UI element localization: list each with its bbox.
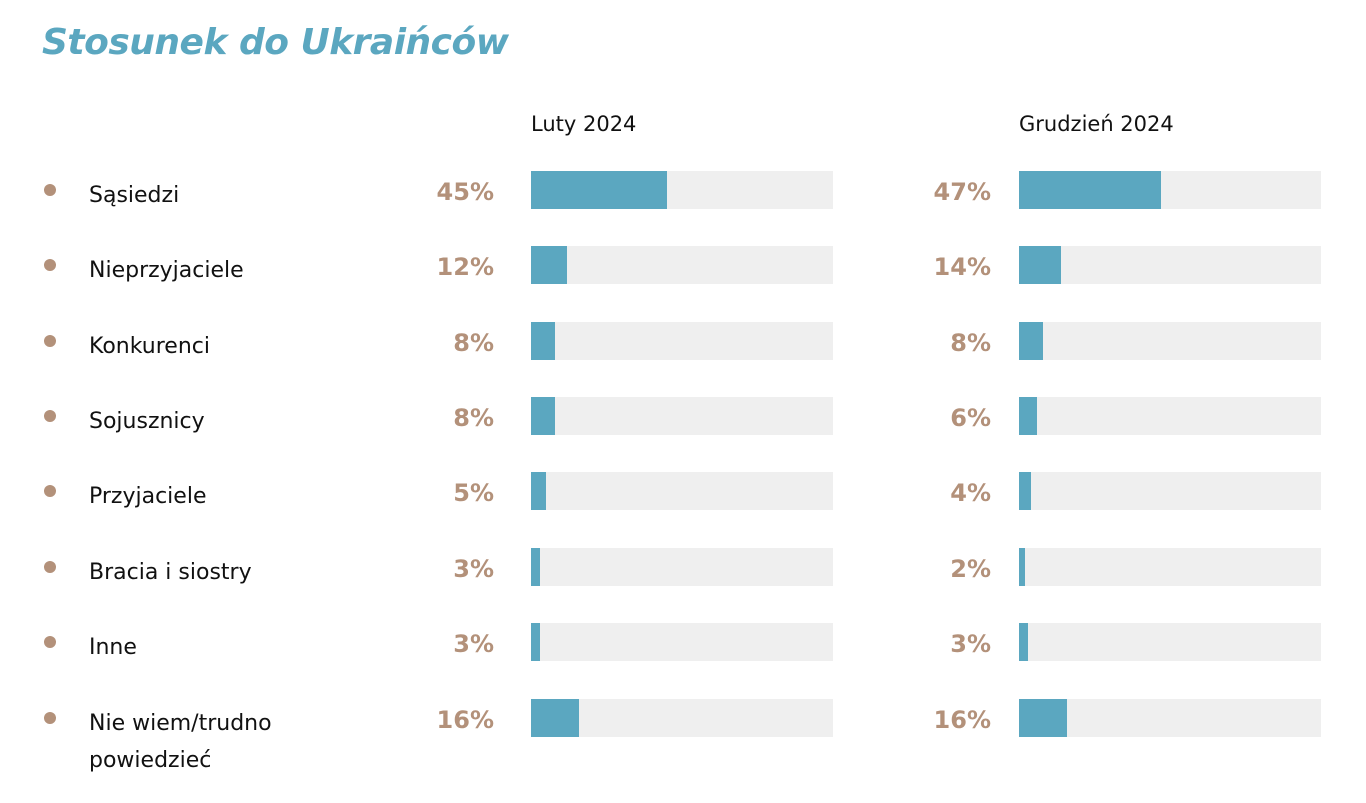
bar-track (1019, 548, 1321, 586)
value-label: 4% (950, 479, 991, 507)
value-label: 16% (436, 706, 494, 734)
bar-track (531, 699, 833, 737)
bullet-dot (44, 712, 56, 724)
chart-row: Bracia i siostry 3% 2% (0, 548, 1366, 586)
category-label: Konkurenci (89, 334, 210, 359)
bar (1019, 699, 1067, 737)
bar (531, 472, 546, 510)
bar (1019, 397, 1037, 435)
bar (1019, 246, 1061, 284)
category-label: Sąsiedzi (89, 183, 180, 208)
value-label: 12% (436, 253, 494, 281)
bullet-dot (44, 335, 56, 347)
value-label: 6% (950, 404, 991, 432)
value-label: 3% (453, 630, 494, 658)
bar (1019, 322, 1043, 360)
bar-track (1019, 246, 1321, 284)
chart-row: Przyjaciele 5% 4% (0, 472, 1366, 510)
bullet-dot (44, 410, 56, 422)
series-header-luty-2024: Luty 2024 (531, 112, 637, 136)
value-label: 8% (950, 329, 991, 357)
bar (531, 397, 555, 435)
bar (1019, 472, 1031, 510)
bar-track (531, 548, 833, 586)
value-label: 14% (933, 253, 991, 281)
value-label: 8% (453, 329, 494, 357)
bar (531, 699, 579, 737)
bar-track (531, 246, 833, 284)
bar (531, 246, 567, 284)
bar (531, 322, 555, 360)
bar (531, 548, 540, 586)
bullet-dot (44, 636, 56, 648)
bar-track (1019, 397, 1321, 435)
category-label: Sojusznicy (89, 409, 205, 434)
chart-row: Nieprzyjaciele 12% 14% (0, 246, 1366, 284)
chart-row: Inne 3% 3% (0, 623, 1366, 661)
chart-row: Nie wiem/trudno powiedzieć 16% 16% (0, 699, 1366, 773)
bar (531, 171, 667, 209)
bar (1019, 171, 1161, 209)
bar-track (531, 472, 833, 510)
value-label: 3% (950, 630, 991, 658)
category-label: Nie wiem/trudno powiedzieć (89, 711, 272, 773)
value-label: 3% (453, 555, 494, 583)
bullet-dot (44, 485, 56, 497)
bar-track (531, 171, 833, 209)
category-label: Inne (89, 635, 137, 660)
chart-row: Konkurenci 8% 8% (0, 322, 1366, 360)
bullet-dot (44, 184, 56, 196)
chart-row: Sojusznicy 8% 6% (0, 397, 1366, 435)
category-label: Nieprzyjaciele (89, 258, 244, 283)
bullet-dot (44, 561, 56, 573)
bar (531, 623, 540, 661)
bar-track (531, 623, 833, 661)
bar-track (1019, 623, 1321, 661)
bar (1019, 623, 1028, 661)
bar-track (1019, 322, 1321, 360)
category-label: Bracia i siostry (89, 560, 252, 585)
bar-track (531, 322, 833, 360)
value-label: 8% (453, 404, 494, 432)
category-label: Przyjaciele (89, 484, 207, 509)
series-header-grudzien-2024: Grudzień 2024 (1019, 112, 1174, 136)
value-label: 16% (933, 706, 991, 734)
bullet-dot (44, 259, 56, 271)
chart-row: Sąsiedzi 45% 47% (0, 171, 1366, 209)
bar-track (1019, 472, 1321, 510)
value-label: 47% (933, 178, 991, 206)
value-label: 45% (436, 178, 494, 206)
chart-title: Stosunek do Ukraińców (42, 22, 509, 63)
value-label: 5% (453, 479, 494, 507)
bar-track (1019, 699, 1321, 737)
value-label: 2% (950, 555, 991, 583)
bar-track (1019, 171, 1321, 209)
bar (1019, 548, 1025, 586)
bar-track (531, 397, 833, 435)
